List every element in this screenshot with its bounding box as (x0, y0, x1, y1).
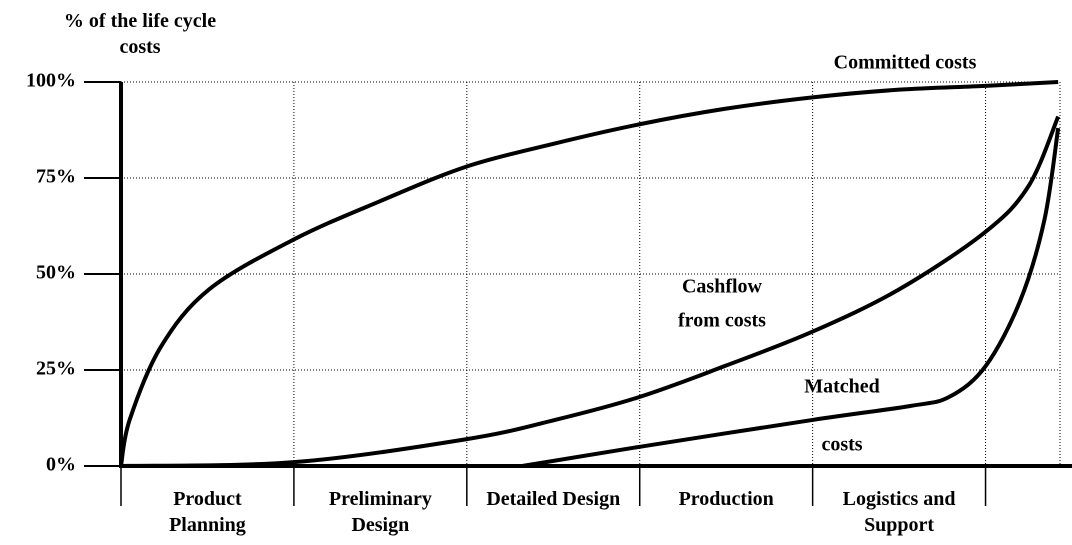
x-category-label: Production (678, 488, 774, 510)
y-tick-label: 100% (26, 70, 76, 92)
line (521, 127, 1061, 468)
x-category-label: Logistics and Support (842, 488, 956, 536)
x-category-label: Product Planning (169, 488, 246, 536)
line (119, 80, 1059, 467)
y-tick-label: 25% (36, 358, 76, 380)
annotation: Committed costs (834, 52, 977, 74)
annotation: Cashflow (682, 276, 763, 298)
y-tick-label: 75% (36, 166, 76, 188)
annotation: costs (821, 434, 862, 456)
y-tick-label: 0% (46, 454, 76, 476)
y-tick-label: 50% (36, 262, 76, 284)
annotation: from costs (678, 310, 766, 332)
x-category-label: Preliminary Design (328, 488, 432, 536)
y-axis-title: % of the life cycle costs (63, 10, 217, 58)
line (120, 115, 1061, 468)
x-category-label: Detailed Design (486, 488, 621, 510)
annotation: Matched (804, 376, 880, 398)
